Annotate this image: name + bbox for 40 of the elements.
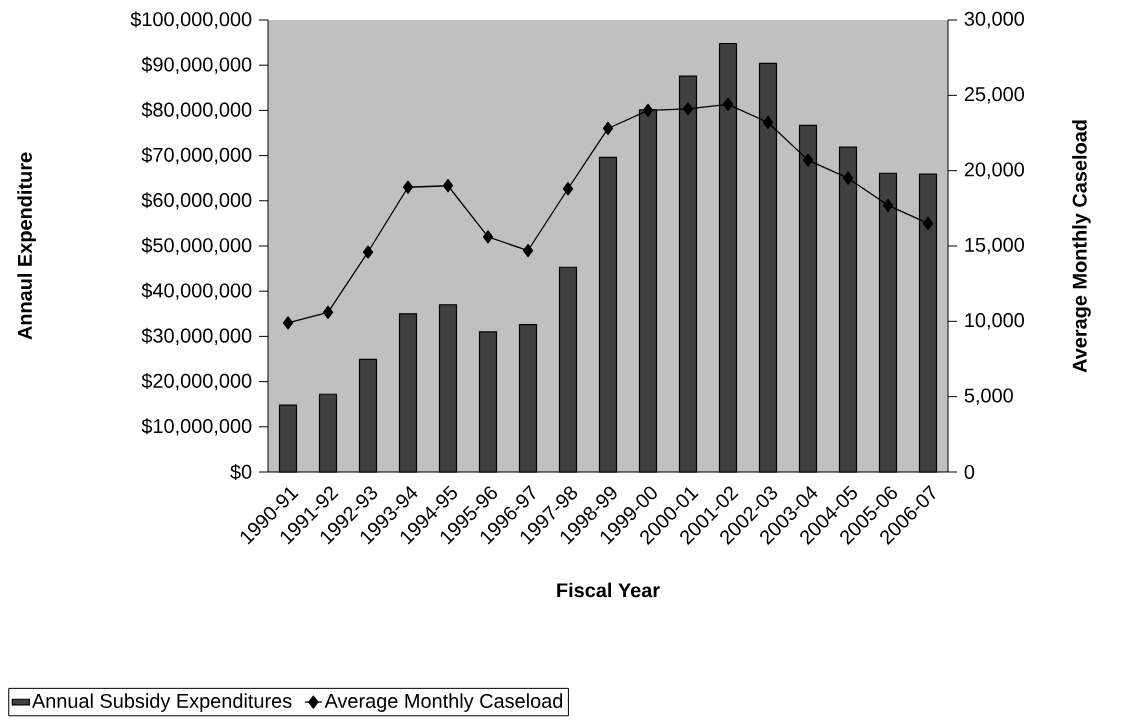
y2-tick-label: 0 [964, 464, 975, 480]
y2-tick-label: 30,000 [964, 11, 1024, 29]
y2-tick-label: 25,000 [964, 87, 1024, 104]
y-tick-label: $30,000,000 [141, 327, 252, 346]
point [282, 316, 294, 330]
point [482, 230, 494, 244]
point [722, 97, 734, 112]
y-tick-label: $100,000,000 [130, 11, 252, 29]
y2-tick-label: 20,000 [964, 162, 1024, 179]
point [402, 180, 414, 194]
point [362, 245, 374, 259]
point [922, 216, 934, 231]
point [882, 198, 894, 212]
y-tick-label: $0 [230, 463, 252, 481]
y-tick-label: $50,000,000 [141, 237, 252, 255]
y-axis-title: Annaul Expenditure [17, 152, 36, 340]
point [642, 103, 654, 118]
point [522, 243, 534, 258]
point [682, 102, 694, 116]
x-axis-title: Fiscal Year [557, 582, 660, 598]
legend-label: Annual Subsidy Expenditures [31, 693, 292, 712]
y2-tick-label: 15,000 [965, 237, 1024, 255]
y-tick-label: $60,000,000 [141, 192, 252, 210]
y2-tick-label: 10,000 [965, 313, 1024, 330]
point [322, 305, 334, 319]
point [602, 121, 614, 136]
point [762, 115, 774, 130]
point [562, 182, 574, 196]
point [842, 171, 854, 185]
legend-label: Average Monthly Caseload [324, 693, 563, 712]
y-tick-label: $90,000,000 [141, 56, 252, 74]
y-tick-label: $80,000,000 [141, 101, 252, 120]
y2-axis-title: Average Monthly Caseload [1072, 120, 1091, 373]
point [802, 153, 814, 167]
point [442, 179, 454, 193]
y-tick-label: $40,000,000 [141, 282, 252, 300]
y-tick-label: $10,000,000 [141, 418, 252, 436]
y-tick-label: $20,000,000 [141, 372, 252, 391]
y-tick-label: $70,000,000 [141, 146, 252, 165]
y2-tick-label: 5,000 [964, 388, 1013, 405]
